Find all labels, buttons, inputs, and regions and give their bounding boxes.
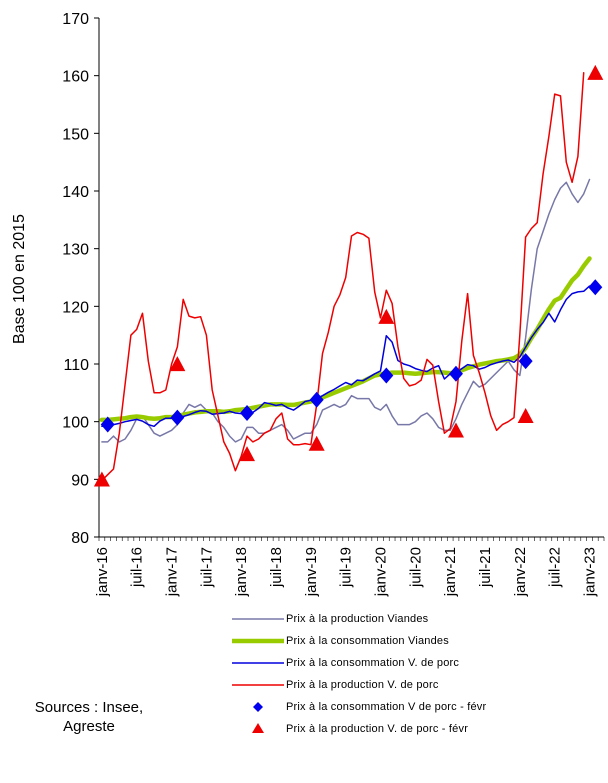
legend-label: Prix à la consommation Viandes — [286, 635, 449, 647]
diamond-marker — [379, 367, 394, 384]
legend-item: Prix à la consommation V de porc - févr — [230, 696, 605, 718]
y-tick-label: 170 — [62, 11, 89, 28]
x-tick-label: janv-22 — [512, 547, 529, 597]
x-tick-label: juil-22 — [547, 547, 564, 588]
sources-line-2: Agreste — [63, 718, 115, 735]
legend-swatch — [230, 678, 286, 692]
x-tick-label: janv-19 — [303, 547, 320, 597]
triangle-marker — [93, 471, 110, 487]
legend-swatch-icon — [252, 723, 264, 733]
legend-swatch-icon — [232, 618, 284, 620]
y-tick-label: 140 — [62, 184, 89, 201]
legend-label: Prix à la production V. de porc - févr — [286, 723, 469, 735]
legend-label: Prix à la production Viandes — [286, 613, 429, 625]
legend-swatch — [230, 656, 286, 670]
legend-swatch — [230, 722, 286, 736]
chart-canvas: Base 100 en 2015 80 90 100 110 120 130 140 150 1… — [11, 11, 605, 597]
y-tick-label: 150 — [62, 126, 89, 143]
y-tick-label: 80 — [71, 530, 89, 547]
legend-swatch-icon — [253, 702, 263, 712]
series-line-3 — [101, 72, 585, 482]
x-tick-label: janv-17 — [164, 547, 181, 597]
y-tick-label: 100 — [62, 415, 89, 432]
legend-label: Prix à la consommation V de porc - févr — [286, 701, 487, 713]
diamond-marker — [100, 416, 115, 433]
sources-note: Sources : Insee, Agreste — [14, 698, 164, 736]
x-tick-label: juil-18 — [268, 547, 285, 588]
x-tick-label: janv-16 — [94, 547, 111, 597]
diamond-marker — [170, 409, 185, 426]
legend-swatch-icon — [232, 684, 284, 686]
x-tick-label: janv-21 — [442, 547, 459, 597]
legend: Prix à la production Viandes Prix à la co… — [230, 608, 605, 740]
legend-swatch-icon — [232, 662, 284, 664]
x-tick-label: juil-21 — [477, 547, 494, 588]
triangle-marker — [308, 435, 325, 451]
legend-label: Prix à la consommation V. de porc — [286, 657, 460, 669]
legend-swatch — [230, 700, 286, 714]
x-tick-label: juil-20 — [407, 547, 424, 588]
legend-swatch-icon — [232, 638, 284, 644]
y-tick-label: 110 — [63, 357, 89, 374]
y-axis-label: Base 100 en 2015 — [11, 214, 28, 344]
x-tick-label: juil-17 — [198, 547, 215, 588]
series-line-1 — [99, 256, 592, 423]
diamond-marker — [588, 279, 603, 296]
y-tick-label: 120 — [62, 299, 89, 316]
triangle-marker — [447, 422, 464, 438]
x-tick-label: janv-20 — [373, 547, 390, 597]
legend-item: Prix à la consommation V. de porc — [230, 652, 605, 674]
x-tick-label: janv-18 — [233, 547, 250, 597]
legend-item: Prix à la production V. de porc — [230, 674, 605, 696]
y-tick-label: 160 — [62, 69, 89, 86]
x-tick-label: janv-23 — [581, 547, 598, 597]
legend-swatch — [230, 634, 286, 648]
triangle-marker — [239, 446, 256, 462]
y-tick-label: 130 — [62, 242, 89, 259]
y-tick-label: 90 — [71, 472, 89, 489]
x-tick-label: juil-16 — [129, 547, 146, 588]
legend-swatch — [230, 612, 286, 626]
diamond-marker — [240, 405, 255, 422]
sources-line-1: Sources : Insee, — [34, 699, 144, 716]
series-line-0 — [101, 178, 591, 443]
plot-area: 80 90 100 110 120 130 140 150 160 170 janv-16 juil-… — [62, 11, 605, 597]
triangle-marker — [378, 308, 395, 324]
triangle-marker — [517, 408, 534, 424]
diamond-marker — [518, 353, 533, 370]
legend-item: Prix à la consommation Viandes — [230, 630, 605, 652]
diamond-marker — [309, 391, 324, 408]
legend-item: Prix à la production V. de porc - févr — [230, 718, 605, 740]
legend-item: Prix à la production Viandes — [230, 608, 605, 630]
x-tick-label: juil-19 — [338, 547, 355, 588]
diamond-marker — [448, 365, 463, 382]
triangle-marker — [587, 64, 604, 80]
triangle-marker — [169, 356, 186, 372]
legend-label: Prix à la production V. de porc — [286, 679, 439, 691]
